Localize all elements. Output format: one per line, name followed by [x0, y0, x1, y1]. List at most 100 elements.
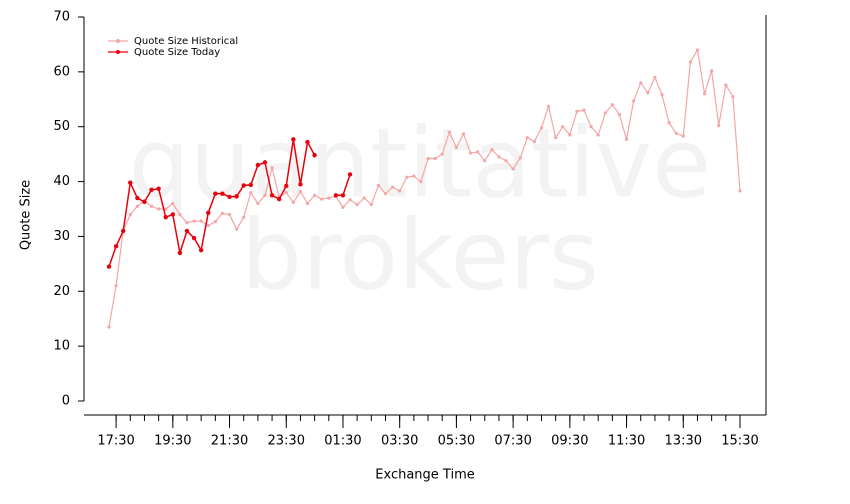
data-point — [398, 189, 402, 193]
x-tick-label: 17:30 — [97, 434, 134, 449]
data-point — [525, 136, 529, 140]
data-point — [490, 148, 494, 152]
data-point — [220, 191, 225, 196]
data-point — [582, 108, 586, 112]
data-point — [476, 150, 480, 154]
data-point — [702, 92, 707, 96]
data-point — [149, 187, 154, 192]
data-point — [327, 196, 331, 200]
data-point — [305, 139, 310, 145]
legend-label: Quote Size Historical — [134, 36, 238, 47]
data-point — [184, 228, 190, 234]
data-point — [312, 153, 317, 158]
x-tick-label: 05:30 — [438, 434, 475, 449]
x-tick-label: 19:30 — [154, 434, 191, 449]
data-point — [646, 91, 650, 95]
data-point — [263, 193, 267, 197]
data-point — [546, 104, 551, 109]
data-point — [120, 228, 126, 234]
data-point — [511, 167, 515, 171]
data-point — [135, 195, 140, 201]
data-point — [242, 215, 246, 219]
data-point — [128, 180, 133, 185]
data-point — [440, 152, 444, 156]
data-point — [163, 215, 168, 220]
y-tick-label: 0 — [62, 394, 70, 409]
data-point — [291, 137, 296, 142]
data-point — [213, 220, 217, 224]
data-point — [298, 189, 303, 194]
data-point — [710, 69, 714, 73]
data-point — [390, 185, 395, 189]
data-point — [688, 60, 692, 64]
data-point — [639, 81, 643, 85]
data-point — [235, 227, 239, 231]
data-point — [227, 212, 232, 217]
x-tick-label: 11:30 — [608, 434, 645, 449]
legend-marker — [116, 39, 120, 43]
data-point — [369, 203, 373, 207]
data-point — [617, 113, 622, 117]
data-point — [660, 93, 664, 97]
x-tick-label: 01:30 — [324, 434, 361, 449]
data-point — [568, 133, 572, 137]
data-point — [348, 198, 352, 202]
data-point — [554, 136, 558, 140]
data-point — [355, 203, 359, 207]
x-tick-label: 13:30 — [665, 434, 702, 449]
data-point — [241, 183, 246, 188]
data-point — [234, 194, 239, 199]
x-tick-label: 09:30 — [551, 434, 588, 449]
data-point — [589, 125, 593, 129]
data-point — [256, 201, 260, 206]
legend-label: Quote Size Today — [134, 47, 220, 58]
watermark: quantitative — [129, 107, 711, 219]
data-point — [170, 212, 176, 217]
watermark: brokers — [241, 199, 599, 311]
data-point — [362, 196, 366, 200]
y-tick-label: 10 — [53, 339, 70, 354]
data-point — [561, 125, 565, 129]
data-point — [412, 174, 416, 178]
data-point — [248, 182, 253, 188]
data-point — [341, 205, 345, 209]
data-point — [269, 193, 275, 198]
data-point — [192, 219, 196, 223]
data-point — [220, 211, 225, 215]
data-point — [206, 210, 211, 216]
data-point — [695, 48, 700, 52]
data-point — [483, 159, 487, 163]
data-point — [156, 186, 161, 191]
x-axis-label: Exchange Time — [375, 468, 474, 483]
data-point — [284, 190, 288, 195]
data-point — [717, 124, 721, 128]
data-point — [461, 132, 466, 136]
y-tick-label: 60 — [53, 64, 70, 79]
data-point — [738, 189, 742, 193]
data-point — [142, 199, 147, 205]
data-point — [383, 192, 388, 196]
data-point — [681, 134, 685, 138]
data-point — [632, 99, 636, 103]
data-point — [320, 197, 324, 201]
data-point — [164, 207, 168, 211]
data-point — [454, 145, 459, 150]
data-point — [191, 235, 197, 241]
data-point — [178, 212, 182, 217]
data-point — [419, 179, 423, 184]
data-point — [603, 111, 607, 115]
data-point — [185, 221, 189, 225]
data-point — [468, 151, 473, 155]
y-tick-label: 50 — [53, 119, 70, 134]
data-point — [724, 83, 728, 87]
y-tick-label: 20 — [53, 284, 70, 299]
data-point — [497, 155, 501, 159]
data-point — [177, 250, 183, 256]
data-point — [171, 201, 175, 206]
data-point — [262, 160, 268, 165]
y-tick-label: 70 — [53, 10, 70, 25]
data-point — [347, 172, 353, 177]
data-point — [107, 325, 111, 329]
data-point — [198, 247, 204, 253]
